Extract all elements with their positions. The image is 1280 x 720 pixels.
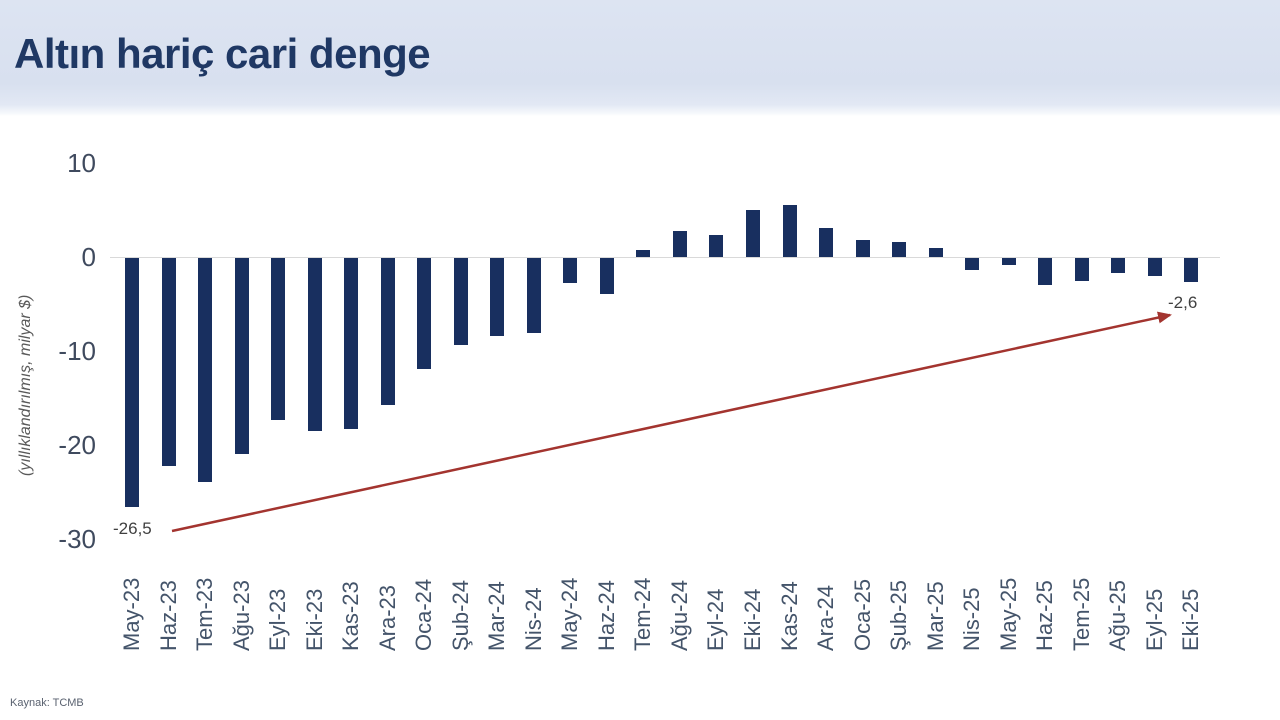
x-tick-Ağu-24: Ağu-24 [666, 580, 692, 651]
bar-Mar-24 [490, 258, 505, 337]
bar-Tem-24 [636, 250, 651, 257]
source-note: Kaynak: TCMB [10, 697, 84, 709]
bar-Eyl-25 [1147, 258, 1162, 276]
x-tick-May-23: May-23 [119, 577, 144, 651]
x-tick-Haz-25: Haz-25 [1032, 580, 1058, 651]
bar-Nis-25 [965, 258, 980, 271]
x-tick-Şub-24: Şub-24 [447, 580, 473, 651]
x-tick-Oca-24: Oca-24 [411, 578, 437, 651]
bar-Oca-25 [855, 240, 870, 257]
trend-arrow-line [171, 311, 1172, 533]
x-tick-Nis-24: Nis-24 [520, 587, 546, 651]
bar-Eki-24 [746, 210, 760, 257]
bar-Oca-24 [417, 258, 432, 369]
bar-Haz-25 [1038, 258, 1053, 286]
x-tick-Haz-24: Haz-24 [593, 580, 619, 651]
x-tick-Eyl-24: Eyl-24 [703, 588, 729, 651]
bar-Eki-23 [307, 258, 322, 431]
bar-Şub-24 [453, 258, 468, 346]
x-tick-May-24: May-24 [557, 577, 583, 651]
bar-May-25 [1001, 258, 1016, 265]
bar-Tem-25 [1074, 258, 1089, 281]
bar-May-23 [125, 258, 139, 508]
first-bar-value-label: -26,5 [113, 519, 152, 538]
x-tick-Oca-25: Oca-25 [849, 578, 875, 651]
x-tick-Mar-25: Mar-25 [922, 581, 948, 651]
bar-Şub-25 [892, 241, 907, 257]
bar-Ara-23 [380, 258, 395, 405]
x-tick-Kas-24: Kas-24 [776, 581, 802, 651]
y-tick-10: 10 [67, 148, 96, 178]
bar-Haz-23 [161, 258, 176, 466]
x-tick-Haz-23: Haz-23 [155, 580, 181, 651]
bar-Eyl-24 [709, 235, 724, 257]
x-tick-Ağu-23: Ağu-23 [228, 580, 254, 651]
zero-gridline [110, 257, 1220, 258]
bar-Mar-25 [928, 247, 943, 257]
x-tick-Ara-23: Ara-23 [374, 584, 400, 651]
bar-Tem-23 [198, 258, 213, 482]
y-tick--20: -20 [58, 430, 96, 460]
bar-Ağu-25 [1111, 258, 1126, 274]
bar-Ara-24 [819, 227, 834, 257]
bar-May-24 [563, 258, 578, 284]
x-tick-Ara-24: Ara-24 [813, 584, 839, 651]
bar-Nis-24 [526, 258, 541, 334]
chart-title: Altın hariç cari denge [14, 30, 431, 77]
x-tick-Kas-23: Kas-23 [338, 581, 364, 651]
x-tick-Ağu-25: Ağu-25 [1105, 580, 1131, 651]
x-tick-Mar-24: Mar-24 [484, 581, 510, 651]
y-tick--30: -30 [58, 524, 96, 554]
bar-Kas-24 [782, 205, 797, 257]
x-tick-Tem-24: Tem-24 [630, 577, 656, 651]
bar-Ağu-24 [672, 230, 687, 257]
bar-Eyl-23 [271, 258, 286, 420]
bar-Kas-23 [344, 258, 359, 430]
bar-Eki-25 [1184, 258, 1199, 283]
x-tick-Şub-25: Şub-25 [886, 580, 912, 651]
y-tick-0: 0 [81, 242, 96, 272]
x-tick-Nis-25: Nis-25 [959, 587, 985, 651]
x-tick-Eyl-23: Eyl-23 [265, 588, 291, 651]
bar-Ağu-23 [234, 258, 249, 455]
x-tick-Eki-25: Eki-25 [1178, 588, 1204, 651]
x-tick-Eki-23: Eki-23 [301, 588, 327, 651]
last-bar-value-label: -2,6 [1168, 293, 1198, 312]
bar-Haz-24 [599, 258, 614, 294]
y-tick--10: -10 [58, 336, 96, 366]
x-tick-Eki-24: Eki-24 [740, 588, 765, 651]
x-tick-Tem-25: Tem-25 [1068, 577, 1094, 651]
x-tick-Tem-23: Tem-23 [192, 577, 218, 651]
x-tick-Eyl-25: Eyl-25 [1141, 588, 1167, 651]
header-band: Altın hariç cari denge [0, 0, 1280, 116]
x-tick-May-25: May-25 [995, 577, 1021, 651]
